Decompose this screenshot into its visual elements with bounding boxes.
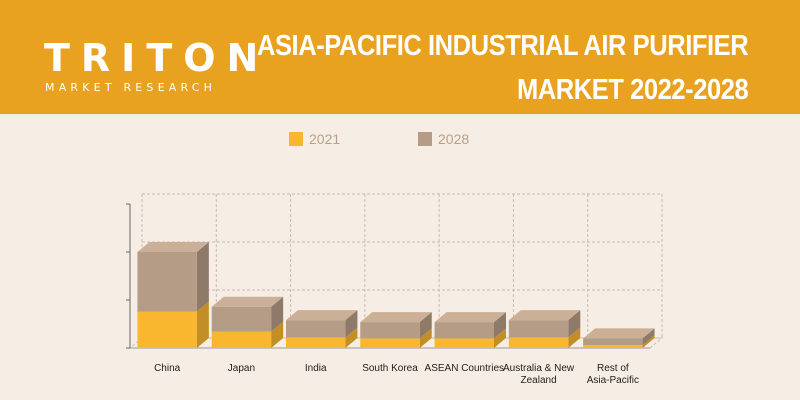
bar-top-japan (211, 296, 284, 307)
legend-label-2028: 2028 (438, 131, 470, 147)
bar-top-asean-countries (434, 312, 506, 323)
legend-swatch-2028 (418, 132, 432, 146)
bar-asean-countries-2028 (434, 322, 494, 339)
bar-south-korea-2021 (360, 338, 420, 348)
bar-side-india-2028 (345, 310, 358, 338)
bar-side-rest-of-asia-pacific-2021 (642, 335, 655, 348)
bar-rest-of-asia-pacific-2021 (583, 345, 643, 348)
bar-japan-2028 (211, 306, 272, 332)
bar-side-china-2028 (196, 242, 209, 312)
title-line-1: ASIA-PACIFIC INDUSTRIAL AIR PURIFIER (256, 30, 749, 62)
page-title: ASIA-PACIFIC INDUSTRIAL AIR PURIFIER MAR… (256, 24, 749, 112)
x-tick-label-asean-countries: ASEAN Countries (425, 363, 504, 374)
bar-side-asean-countries-2028 (494, 312, 506, 339)
logo-tagline: MARKET RESEARCH (45, 81, 217, 94)
x-tick-label-japan: Japan (228, 363, 255, 374)
bar-side-japan-2028 (271, 296, 284, 332)
bar-side-china-2021 (196, 301, 209, 348)
bar-side-japan-2021 (271, 321, 284, 348)
bar-side-south-korea-2021 (419, 328, 432, 348)
x-tick-label-india: India (305, 363, 327, 374)
logo-wordmark: TRITON (44, 36, 270, 80)
bar-top-rest-of-asia-pacific (583, 328, 655, 339)
bar-side-australia-new-zealand-2028 (568, 310, 581, 338)
chart-legend: 2021 2028 (0, 131, 800, 151)
bar-south-korea-2028 (360, 322, 420, 339)
legend-label-2021: 2021 (309, 131, 341, 147)
triton-logo: TRITON MARKET RESEARCH (44, 34, 258, 98)
bar-china-2028 (137, 252, 197, 312)
x-tick-label-south-korea: South Korea (362, 363, 418, 374)
x-tick-label-rest-of-asia-pacific: Rest of Asia-Pacific (587, 363, 639, 386)
legend-swatch-2021 (289, 132, 303, 146)
bar-side-india-2021 (345, 327, 358, 348)
bar-china-2021 (137, 311, 197, 348)
bar-top-australia-new-zealand (508, 310, 581, 321)
bar-australia-new-zealand-2028 (508, 320, 569, 338)
bar-side-australia-new-zealand-2021 (568, 327, 581, 348)
bar-top-india (286, 310, 358, 321)
bar-japan-2021 (211, 331, 272, 348)
bar-rest-of-asia-pacific-2028 (583, 338, 643, 346)
bar-top-china (137, 242, 209, 252)
x-tick-label-china: China (154, 363, 181, 374)
title-line-2: MARKET 2022-2028 (516, 74, 749, 106)
bar-australia-new-zealand-2021 (508, 337, 569, 348)
bar-india-2021 (286, 337, 346, 348)
legend-item-2021: 2021 (289, 131, 340, 147)
bar-top-south-korea (360, 312, 432, 323)
bar-asean-countries-2021 (434, 338, 494, 348)
bar-india-2028 (286, 320, 346, 338)
bar-side-rest-of-asia-pacific-2028 (642, 328, 655, 346)
header-banner (0, 0, 800, 114)
x-tick-label-australia-new-zealand: Australia & New Zealand (503, 363, 575, 386)
bar-side-south-korea-2028 (419, 312, 432, 339)
legend-item-2028: 2028 (418, 131, 469, 147)
bar-side-asean-countries-2021 (494, 328, 506, 348)
